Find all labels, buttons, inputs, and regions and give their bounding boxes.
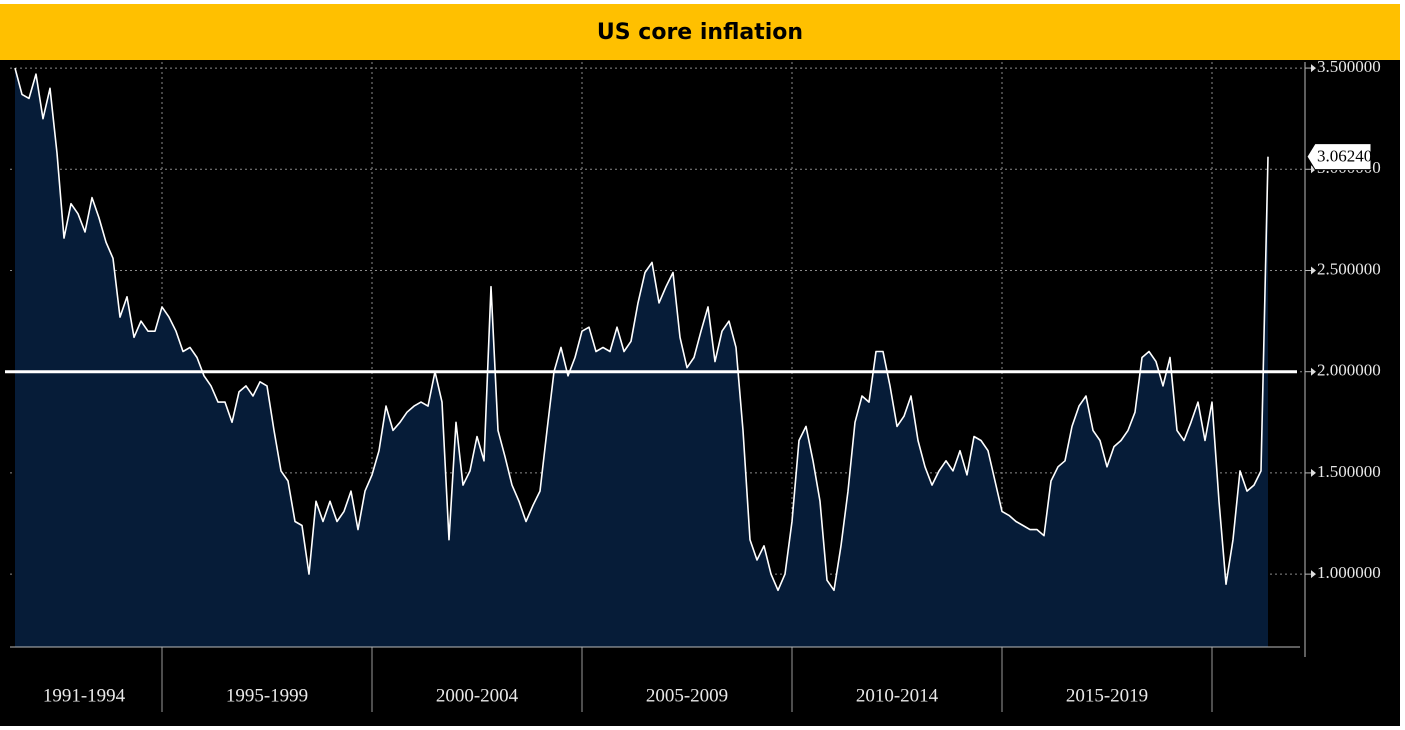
axes: 1.0000001.5000002.0000002.5000003.000000… (5, 57, 1381, 712)
y-tick-arrow (1311, 468, 1316, 477)
x-period-label: 2000-2004 (436, 685, 519, 706)
plot (14, 67, 1269, 647)
area (15, 68, 1268, 647)
x-period-label: 2010-2014 (856, 685, 939, 706)
x-period-label: 1995-1999 (226, 685, 308, 706)
y-tick-arrow (1311, 367, 1316, 376)
end-tag-label: 3.062400 (1317, 147, 1381, 166)
y-tick-label: 2.000000 (1317, 361, 1381, 380)
end-tag (1306, 143, 1372, 171)
y-tick-label: 1.500000 (1317, 462, 1381, 481)
y-tick-label: 1.000000 (1317, 563, 1381, 582)
x-period-label: 2005-2009 (646, 685, 728, 706)
title-banner (0, 4, 1400, 60)
y-tick-label: 2.500000 (1317, 259, 1381, 278)
y-tick-arrow (1311, 64, 1316, 73)
y-tick-arrow (1311, 266, 1316, 275)
y-tick-arrow (1311, 165, 1316, 174)
line (14, 67, 1269, 592)
chart-title: US core inflation (597, 20, 803, 45)
y-tick-arrow (1311, 570, 1316, 579)
x-period-label: 2015-2019 (1066, 685, 1148, 706)
y-tick-label: 3.500000 (1317, 57, 1381, 76)
x-period-label: 1991-1994 (43, 685, 126, 706)
